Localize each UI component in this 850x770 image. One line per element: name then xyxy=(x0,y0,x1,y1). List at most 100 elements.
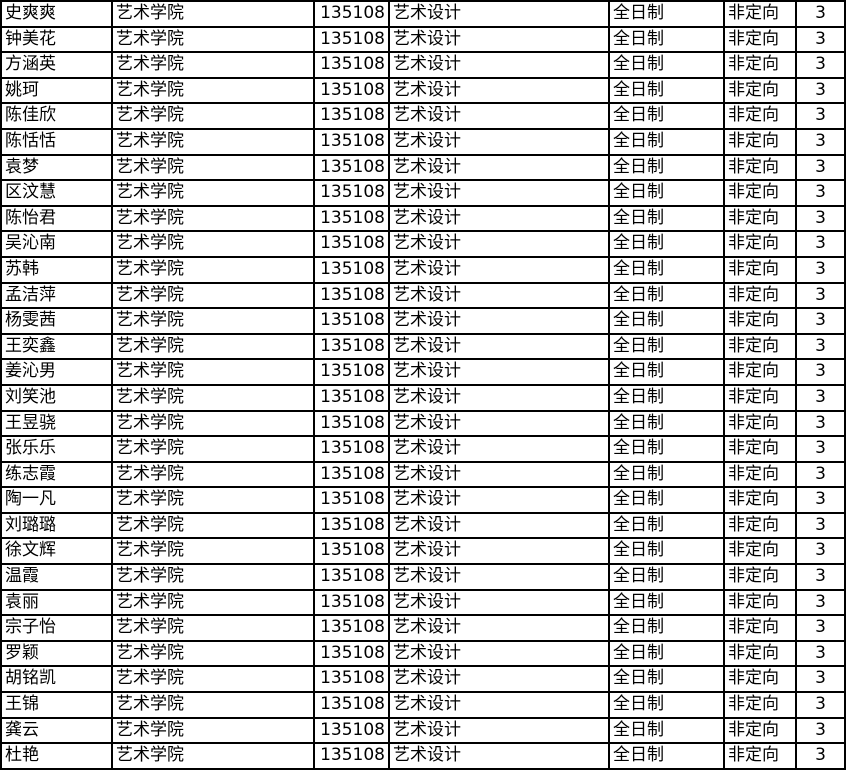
cell-college: 艺术学院 xyxy=(112,359,315,386)
cell-major-name: 艺术设计 xyxy=(389,1,610,28)
cell-study-type: 全日制 xyxy=(609,410,725,438)
cell-college: 艺术学院 xyxy=(112,743,315,770)
cell-major-name: 艺术设计 xyxy=(389,26,610,54)
cell-applicant-name: 方涵英 xyxy=(1,52,113,79)
cell-applicant-name: 刘璐璐 xyxy=(1,512,113,540)
cell-study-years: 3 xyxy=(796,52,846,79)
cell-study-type: 全日制 xyxy=(609,180,725,207)
table-row: 苏韩 艺术学院 135108 艺术设计 全日制 非定向 3 xyxy=(1,256,846,284)
cell-college: 艺术学院 xyxy=(112,384,315,412)
table-row: 方涵英 艺术学院 135108 艺术设计 全日制 非定向 3 xyxy=(1,52,846,79)
cell-study-type: 全日制 xyxy=(609,384,725,412)
cell-study-type: 全日制 xyxy=(609,717,725,745)
table-row: 刘笑池 艺术学院 135108 艺术设计 全日制 非定向 3 xyxy=(1,384,846,412)
cell-applicant-name: 钟美花 xyxy=(1,26,113,54)
cell-study-type: 全日制 xyxy=(609,743,725,770)
cell-study-years: 3 xyxy=(796,26,846,54)
cell-employment-orientation: 非定向 xyxy=(724,308,797,335)
cell-major-name: 艺术设计 xyxy=(389,384,610,412)
cell-applicant-name: 区汶慧 xyxy=(1,180,113,207)
cell-applicant-name: 刘笑池 xyxy=(1,384,113,412)
cell-major-code: 135108 xyxy=(314,282,390,310)
cell-college: 艺术学院 xyxy=(112,717,315,745)
cell-applicant-name: 陈恬恬 xyxy=(1,128,113,156)
cell-study-years: 3 xyxy=(796,589,846,617)
cell-study-years: 3 xyxy=(796,256,846,284)
cell-study-years: 3 xyxy=(796,282,846,310)
cell-major-code: 135108 xyxy=(314,26,390,54)
cell-major-name: 艺术设计 xyxy=(389,615,610,642)
cell-major-code: 135108 xyxy=(314,1,390,28)
cell-applicant-name: 温霞 xyxy=(1,564,113,591)
cell-applicant-name: 吴沁南 xyxy=(1,231,113,258)
cell-college: 艺术学院 xyxy=(112,692,315,719)
cell-major-name: 艺术设计 xyxy=(389,640,610,668)
cell-employment-orientation: 非定向 xyxy=(724,564,797,591)
cell-college: 艺术学院 xyxy=(112,128,315,156)
cell-college: 艺术学院 xyxy=(112,589,315,617)
cell-employment-orientation: 非定向 xyxy=(724,666,797,694)
table-row: 袁梦 艺术学院 135108 艺术设计 全日制 非定向 3 xyxy=(1,154,846,182)
cell-major-name: 艺术设计 xyxy=(389,589,610,617)
cell-college: 艺术学院 xyxy=(112,487,315,514)
cell-major-code: 135108 xyxy=(314,717,390,745)
cell-major-code: 135108 xyxy=(314,205,390,233)
cell-employment-orientation: 非定向 xyxy=(724,52,797,79)
cell-applicant-name: 袁丽 xyxy=(1,589,113,617)
cell-employment-orientation: 非定向 xyxy=(724,384,797,412)
cell-college: 艺术学院 xyxy=(112,77,315,105)
cell-employment-orientation: 非定向 xyxy=(724,128,797,156)
cell-study-years: 3 xyxy=(796,231,846,258)
cell-applicant-name: 孟洁萍 xyxy=(1,282,113,310)
cell-study-years: 3 xyxy=(796,103,846,130)
cell-major-name: 艺术设计 xyxy=(389,103,610,130)
cell-major-name: 艺术设计 xyxy=(389,333,610,361)
cell-college: 艺术学院 xyxy=(112,512,315,540)
cell-major-code: 135108 xyxy=(314,308,390,335)
cell-college: 艺术学院 xyxy=(112,564,315,591)
cell-applicant-name: 杨雯茜 xyxy=(1,308,113,335)
cell-study-type: 全日制 xyxy=(609,1,725,28)
table-row: 王奕鑫 艺术学院 135108 艺术设计 全日制 非定向 3 xyxy=(1,333,846,361)
cell-study-type: 全日制 xyxy=(609,103,725,130)
cell-major-name: 艺术设计 xyxy=(389,256,610,284)
cell-study-type: 全日制 xyxy=(609,487,725,514)
cell-major-name: 艺术设计 xyxy=(389,461,610,489)
cell-applicant-name: 王奕鑫 xyxy=(1,333,113,361)
cell-college: 艺术学院 xyxy=(112,154,315,182)
cell-employment-orientation: 非定向 xyxy=(724,615,797,642)
cell-major-code: 135108 xyxy=(314,128,390,156)
cell-college: 艺术学院 xyxy=(112,640,315,668)
cell-employment-orientation: 非定向 xyxy=(724,461,797,489)
cell-employment-orientation: 非定向 xyxy=(724,282,797,310)
cell-study-years: 3 xyxy=(796,333,846,361)
cell-study-type: 全日制 xyxy=(609,589,725,617)
cell-major-code: 135108 xyxy=(314,512,390,540)
cell-study-type: 全日制 xyxy=(609,52,725,79)
cell-study-type: 全日制 xyxy=(609,333,725,361)
table-row: 胡铭凯 艺术学院 135108 艺术设计 全日制 非定向 3 xyxy=(1,666,846,694)
cell-major-code: 135108 xyxy=(314,103,390,130)
cell-employment-orientation: 非定向 xyxy=(724,692,797,719)
cell-applicant-name: 史爽爽 xyxy=(1,1,113,28)
cell-college: 艺术学院 xyxy=(112,26,315,54)
cell-major-name: 艺术设计 xyxy=(389,205,610,233)
cell-employment-orientation: 非定向 xyxy=(724,717,797,745)
cell-study-years: 3 xyxy=(796,128,846,156)
cell-major-code: 135108 xyxy=(314,615,390,642)
table-row: 区汶慧 艺术学院 135108 艺术设计 全日制 非定向 3 xyxy=(1,180,846,207)
cell-employment-orientation: 非定向 xyxy=(724,77,797,105)
cell-study-years: 3 xyxy=(796,205,846,233)
cell-applicant-name: 练志霞 xyxy=(1,461,113,489)
cell-major-code: 135108 xyxy=(314,180,390,207)
cell-employment-orientation: 非定向 xyxy=(724,180,797,207)
cell-major-code: 135108 xyxy=(314,436,390,463)
table-row: 姚珂 艺术学院 135108 艺术设计 全日制 非定向 3 xyxy=(1,77,846,105)
table-row: 张乐乐 艺术学院 135108 艺术设计 全日制 非定向 3 xyxy=(1,436,846,463)
cell-study-years: 3 xyxy=(796,154,846,182)
table-row: 龚云 艺术学院 135108 艺术设计 全日制 非定向 3 xyxy=(1,717,846,745)
cell-major-code: 135108 xyxy=(314,461,390,489)
cell-study-years: 3 xyxy=(796,461,846,489)
cell-applicant-name: 王昱骁 xyxy=(1,410,113,438)
cell-major-code: 135108 xyxy=(314,692,390,719)
